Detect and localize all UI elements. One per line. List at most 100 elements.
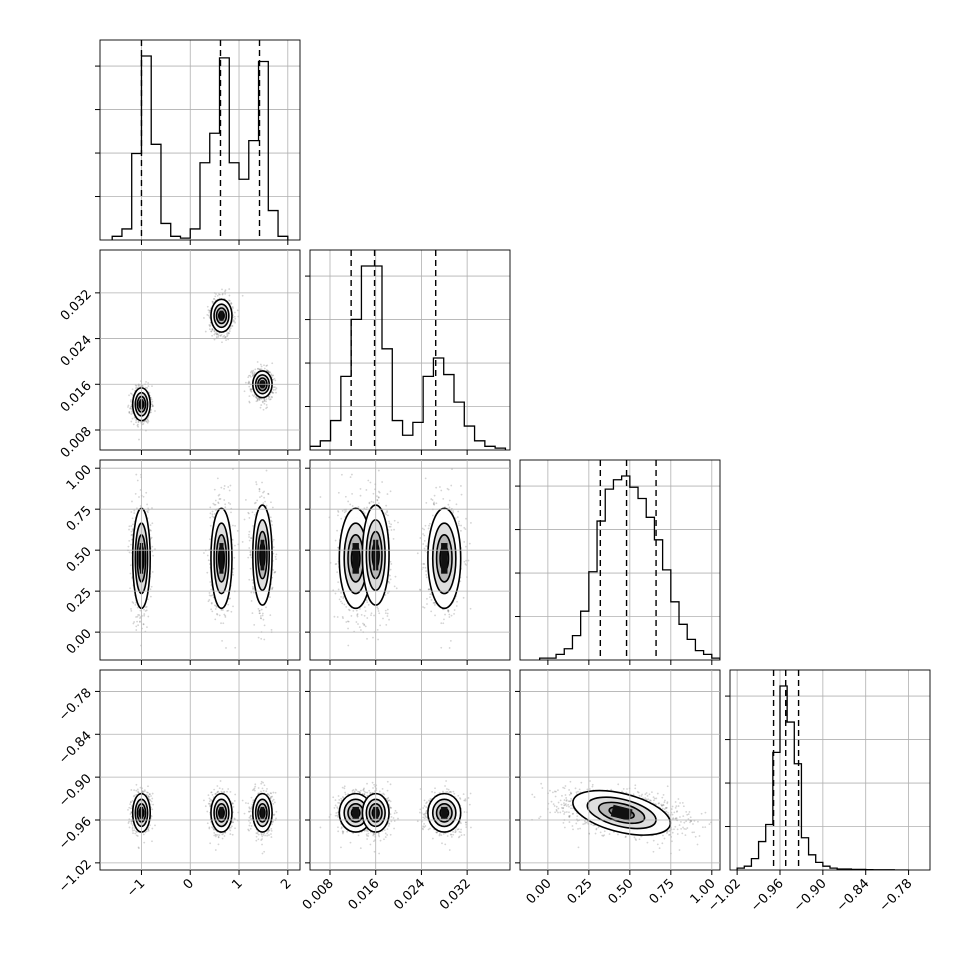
scatter-point (447, 488, 450, 491)
scatter-point (227, 338, 230, 341)
scatter-point (136, 620, 138, 623)
scatter-point (444, 613, 446, 616)
scatter-point (151, 507, 153, 509)
scatter-point (139, 615, 142, 618)
scatter-point (262, 491, 264, 494)
scatter-point (271, 396, 273, 399)
panel-frame (99, 39, 301, 241)
scatter-point (146, 387, 149, 389)
grid-lines (725, 670, 930, 870)
scatter-point (457, 522, 460, 525)
scatter-point (218, 614, 221, 617)
scatter-point (128, 411, 131, 414)
scatter-point (256, 397, 259, 400)
scatter-point (133, 416, 136, 419)
scatter-point (266, 370, 269, 372)
scatter-point (206, 313, 209, 316)
scatter-point (152, 405, 155, 407)
scatter-point (137, 421, 140, 423)
scatter-point (209, 324, 212, 327)
scatter-point (267, 492, 270, 495)
scatter-point (261, 612, 264, 615)
scatter-point (345, 621, 348, 623)
scatter-point (253, 372, 256, 375)
contour-group (210, 298, 233, 333)
scatter-point (147, 382, 150, 384)
scatter-point (132, 423, 135, 426)
scatter-point (225, 339, 227, 341)
scatter-point (271, 392, 274, 394)
scatter-point (460, 485, 462, 487)
scatter-point (133, 512, 136, 514)
scatter-point (365, 489, 368, 491)
scatter-point (452, 510, 454, 512)
scatter-point (208, 592, 211, 594)
scatter-point (456, 600, 458, 603)
scatter-point (130, 534, 133, 537)
scatter-point (419, 537, 422, 539)
scatter-point (258, 368, 261, 371)
scatter-point (428, 588, 431, 591)
scatter-point (230, 511, 232, 514)
scatter-point (223, 334, 226, 337)
scatter-point (247, 376, 250, 379)
scatter-point (130, 405, 133, 408)
scatter-point (218, 293, 221, 296)
scatter-point (275, 387, 278, 390)
scatter-point (249, 537, 252, 539)
scatter-point (221, 288, 223, 291)
scatter-point (211, 300, 214, 303)
scatter-point (148, 391, 151, 394)
scatter-point (347, 620, 350, 623)
scatter-point (350, 615, 353, 617)
scatter-point (253, 513, 256, 516)
scatter-point (207, 600, 210, 603)
scatter-point (434, 604, 436, 606)
scatter-point (213, 298, 216, 300)
scatter-point (249, 553, 252, 556)
scatter-points (127, 288, 278, 441)
scatter-point (448, 647, 451, 649)
scatter-point (138, 438, 140, 441)
scatter-point (251, 579, 254, 581)
scatter-point (229, 597, 232, 600)
scatter-point (215, 293, 217, 295)
scatter-point (131, 417, 134, 420)
scatter-point (252, 395, 255, 398)
scatter-point (427, 588, 430, 591)
scatter-point (131, 388, 134, 391)
scatter-point (209, 538, 211, 541)
scatter-point (425, 570, 427, 572)
scatter-point (137, 425, 139, 428)
scatter-point (211, 328, 214, 331)
scatter-point (334, 539, 337, 542)
scatter-point (335, 562, 338, 565)
scatter-point (422, 562, 425, 565)
scatter-point (223, 485, 226, 487)
scatter-point (258, 490, 261, 493)
scatter-point (431, 499, 434, 501)
scatter-point (268, 371, 271, 374)
scatter-point (349, 476, 352, 479)
scatter-point (137, 420, 140, 423)
scatter-point (248, 533, 250, 536)
scatter-point (250, 556, 253, 559)
scatter-point (127, 406, 129, 408)
scatter-point (359, 608, 361, 610)
scatter-point (345, 510, 347, 513)
scatter-point (465, 564, 468, 566)
scatter-point (141, 423, 144, 426)
scatter-point (136, 615, 139, 618)
scatter-point (363, 624, 366, 627)
scatter-point (252, 587, 255, 590)
scatter-point (130, 525, 133, 527)
histogram-step (310, 265, 507, 450)
scatter-point (219, 497, 222, 500)
scatter-point (129, 406, 132, 409)
scatter-point (267, 395, 270, 398)
scatter-point (211, 510, 214, 513)
scatter-point (448, 616, 451, 618)
scatter-point (147, 615, 150, 618)
scatter-point (263, 638, 266, 641)
scatter-point (268, 396, 271, 399)
